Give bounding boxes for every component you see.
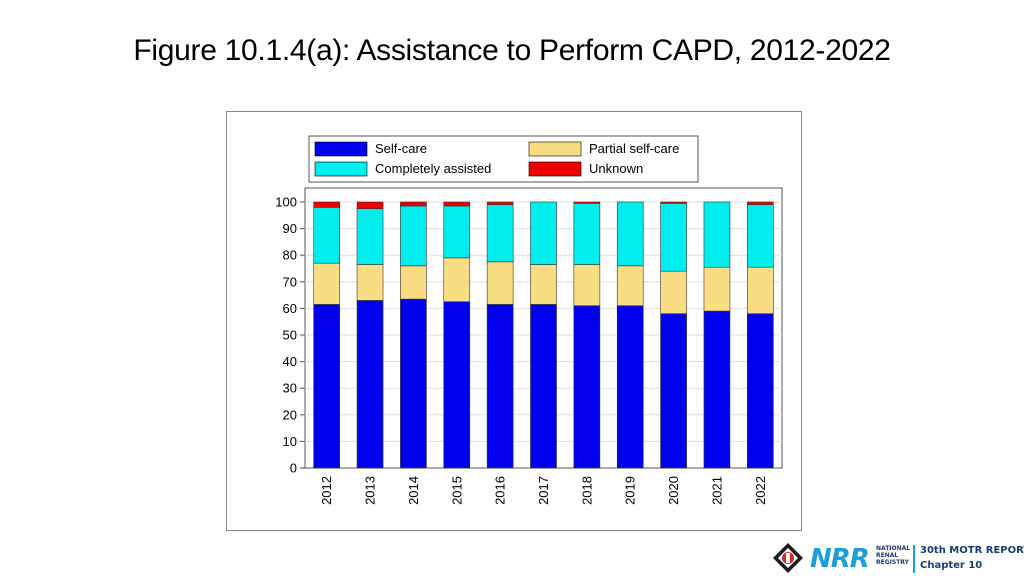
bar-segment-unknown	[443, 201, 471, 207]
y-tick-label: 0	[290, 461, 297, 476]
registry-name: NATIONAL RENAL REGISTRY	[876, 545, 916, 566]
y-tick-label: 60	[283, 301, 297, 316]
y-tick-label: 40	[283, 354, 297, 369]
bar-segment-completely-assisted	[573, 203, 601, 265]
bar-segment-self-care	[573, 305, 601, 469]
x-tick-label: 2019	[623, 476, 638, 505]
bar-segment-completely-assisted	[747, 204, 774, 268]
y-tick-label: 90	[283, 221, 297, 236]
bar-segment-self-care	[660, 313, 687, 469]
bar-segment-unknown	[313, 201, 340, 208]
stacked-bar-chart: Self-care Partial self-care Completely ass…	[275, 135, 783, 505]
x-tick-label: 2022	[753, 476, 768, 505]
bar-segment-partial-self-care	[616, 265, 644, 307]
x-tick-label: 2016	[493, 476, 508, 505]
registry-line-3: REGISTRY	[876, 559, 909, 566]
y-tick-label: 10	[283, 434, 297, 449]
bar-segment-partial-self-care	[530, 264, 557, 305]
bar-segment-unknown	[400, 201, 427, 207]
y-tick-label: 100	[275, 195, 297, 210]
bar-segment-partial-self-care	[313, 262, 340, 305]
bar-segment-partial-self-care	[747, 266, 774, 315]
chart-container: Self-care Partial self-care Completely ass…	[226, 111, 802, 531]
report-title: 30th MOTR REPORT 2022	[920, 545, 1024, 556]
x-tick-label: 2012	[319, 476, 334, 505]
legend-label-completely-assisted: Completely assisted	[375, 161, 491, 176]
x-tick-label: 2017	[536, 476, 551, 505]
legend-label-partial-self-care: Partial self-care	[589, 141, 679, 156]
bar-segment-completely-assisted	[660, 203, 687, 272]
bar-segment-self-care	[703, 310, 731, 469]
registry-line-2: RENAL	[876, 552, 899, 559]
bar-segment-self-care	[400, 298, 427, 469]
bar-segment-partial-self-care	[703, 266, 731, 312]
x-tick-label: 2013	[363, 476, 378, 505]
bar-segment-partial-self-care	[660, 270, 687, 315]
bar-segment-completely-assisted	[356, 208, 384, 265]
bar-segment-partial-self-care	[573, 264, 601, 307]
legend-swatch-completely-assisted	[314, 161, 368, 177]
y-tick-label: 50	[283, 328, 297, 343]
bar-segment-self-care	[356, 300, 384, 469]
bar-segment-partial-self-care	[356, 264, 384, 301]
bar-segment-self-care	[443, 301, 471, 469]
bar-segment-completely-assisted	[443, 205, 471, 259]
page-title: Figure 10.1.4(a): Assistance to Perform …	[133, 34, 891, 67]
legend-label-unknown: Unknown	[589, 161, 643, 176]
x-tick-label: 2018	[579, 476, 594, 505]
x-tick-label: 2021	[709, 476, 724, 505]
y-tick-label: 20	[283, 407, 297, 422]
footer: NRR NATIONAL RENAL REGISTRY 30th MOTR RE…	[772, 540, 1024, 576]
bar-segment-self-care	[530, 304, 557, 469]
bar-segment-completely-assisted	[400, 205, 427, 267]
bar-segment-unknown	[573, 201, 601, 204]
bar-segment-self-care	[486, 304, 514, 469]
brand-name: NRR	[810, 544, 870, 574]
bar-segment-unknown	[356, 201, 384, 209]
bar-segment-self-care	[616, 305, 644, 469]
legend-label-self-care: Self-care	[375, 141, 427, 156]
legend-swatch-self-care	[314, 141, 368, 157]
legend-swatch-unknown	[528, 161, 582, 177]
bar-segment-unknown	[747, 201, 774, 205]
x-tick-label: 2020	[666, 476, 681, 505]
bar-segment-unknown	[660, 201, 687, 204]
bar-segment-completely-assisted	[703, 201, 731, 268]
bar-segment-self-care	[313, 304, 340, 469]
bar-segment-completely-assisted	[313, 207, 340, 264]
y-tick-label: 70	[283, 274, 297, 289]
chart-legend: Self-care Partial self-care Completely ass…	[308, 135, 699, 183]
x-tick-label: 2015	[449, 476, 464, 505]
registry-line-1: NATIONAL	[876, 545, 911, 552]
registry-logo-icon	[773, 543, 803, 573]
x-tick-label: 2014	[406, 476, 421, 505]
bar-segment-completely-assisted	[486, 204, 514, 263]
bar-segment-self-care	[747, 313, 774, 469]
footer-divider	[913, 545, 915, 573]
y-tick-label: 30	[283, 381, 297, 396]
legend-box	[308, 135, 699, 183]
bar-segment-completely-assisted	[530, 201, 557, 265]
bar-segment-partial-self-care	[400, 265, 427, 300]
bar-segment-completely-assisted	[616, 201, 644, 267]
legend-swatch-partial-self-care	[528, 141, 582, 157]
bar-segment-partial-self-care	[443, 257, 471, 303]
chapter-label: Chapter 10	[920, 560, 983, 571]
y-tick-label: 80	[283, 248, 297, 263]
bar-segment-unknown	[486, 201, 514, 205]
bar-segment-partial-self-care	[486, 261, 514, 305]
